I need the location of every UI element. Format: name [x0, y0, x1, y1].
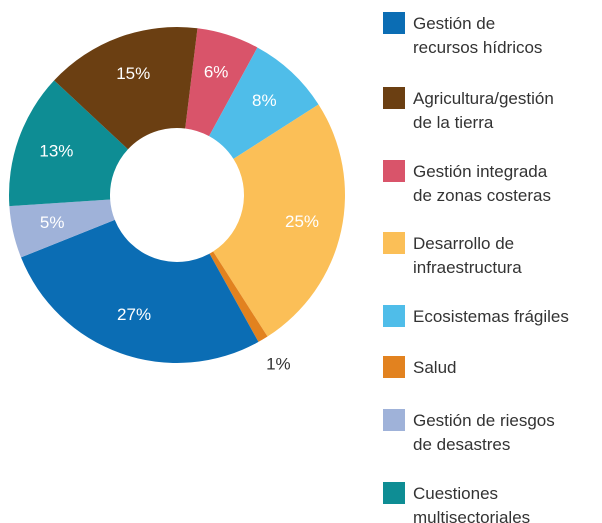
- legend-label: Gestión de riesgos de desastres: [413, 411, 555, 454]
- slice: [213, 104, 346, 337]
- value-label: 6%: [204, 63, 229, 82]
- slice: [21, 219, 259, 363]
- slice: [9, 80, 128, 207]
- legend-swatch: [383, 482, 405, 504]
- legend-label: Cuestiones multisectoriales: [413, 484, 531, 523]
- legend-swatch: [383, 87, 405, 109]
- legend-swatch: [383, 409, 405, 431]
- legend-label: Salud: [413, 358, 457, 377]
- legend-swatch: [383, 232, 405, 254]
- slice: [54, 27, 198, 150]
- slice: [209, 251, 268, 342]
- legend-label: Ecosistemas frágiles: [413, 307, 569, 326]
- legend-label: Gestión integrada de zonas costeras: [413, 162, 551, 205]
- donut-chart: 6% 8% 25% 1% 27% 5% 13% 15%: [9, 27, 346, 374]
- legend-swatch: [383, 12, 405, 34]
- value-label: 1%: [266, 355, 291, 374]
- legend-swatch: [383, 305, 405, 327]
- slice: [9, 199, 115, 258]
- value-label: 25%: [285, 212, 319, 231]
- slice: [185, 28, 258, 137]
- legend-swatch: [383, 160, 405, 182]
- value-label: 8%: [252, 91, 277, 110]
- value-label: 5%: [40, 213, 65, 232]
- value-label: 13%: [39, 142, 73, 161]
- value-label: 27%: [117, 305, 151, 324]
- value-label: 15%: [116, 64, 150, 83]
- legend-swatch: [383, 356, 405, 378]
- legend-label: Gestión de recursos hídricos: [413, 14, 543, 57]
- legend-label: Agricultura/gestión de la tierra: [413, 89, 554, 132]
- legend-label: Desarrollo de infraestructura: [413, 234, 522, 277]
- slice: [209, 47, 319, 159]
